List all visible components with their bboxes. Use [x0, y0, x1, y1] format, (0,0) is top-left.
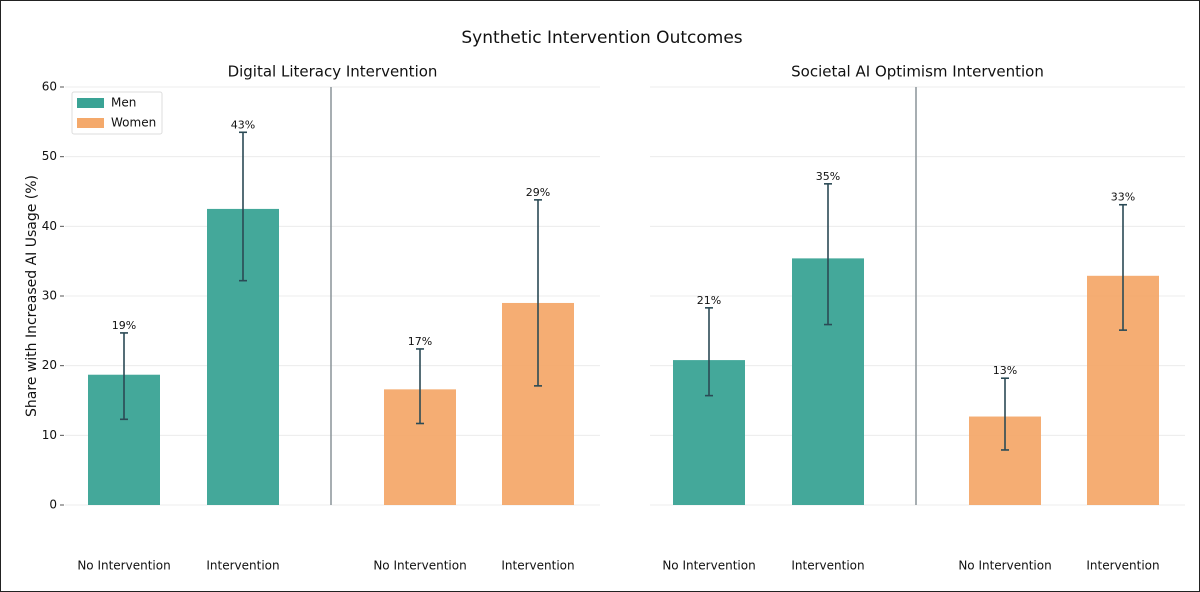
x-tick-label: Intervention	[206, 559, 279, 573]
x-tick-label: No Intervention	[662, 559, 755, 573]
value-label: 43%	[231, 118, 255, 131]
value-label: 21%	[697, 294, 721, 307]
legend-swatch	[77, 98, 104, 108]
x-tick-label: Intervention	[1086, 559, 1159, 573]
legend-label: Men	[111, 96, 136, 110]
y-tick-label: 60	[42, 80, 57, 94]
x-tick-label: Intervention	[791, 559, 864, 573]
y-tick-label: 50	[42, 149, 57, 163]
y-tick-label: 30	[42, 289, 57, 303]
y-axis-label: Share with Increased AI Usage (%)	[24, 175, 40, 417]
y-tick-label: 40	[42, 219, 57, 233]
value-label: 33%	[1111, 191, 1135, 204]
subplot-title: Societal AI Optimism Intervention	[791, 63, 1044, 81]
figure-title: Synthetic Intervention Outcomes	[461, 28, 742, 48]
value-label: 17%	[408, 335, 432, 348]
y-tick-label: 0	[49, 498, 57, 512]
x-tick-label: No Intervention	[77, 559, 170, 573]
value-label: 13%	[993, 364, 1017, 377]
legend-label: Women	[111, 116, 156, 130]
x-tick-label: No Intervention	[958, 559, 1051, 573]
y-tick-label: 10	[42, 428, 57, 442]
y-tick-label: 20	[42, 358, 57, 372]
legend-swatch	[77, 118, 104, 128]
value-label: 29%	[526, 186, 550, 199]
subplot-title: Digital Literacy Intervention	[228, 63, 438, 81]
x-tick-label: Intervention	[501, 559, 574, 573]
value-label: 19%	[112, 319, 136, 332]
value-label: 35%	[816, 170, 840, 183]
x-tick-label: No Intervention	[373, 559, 466, 573]
